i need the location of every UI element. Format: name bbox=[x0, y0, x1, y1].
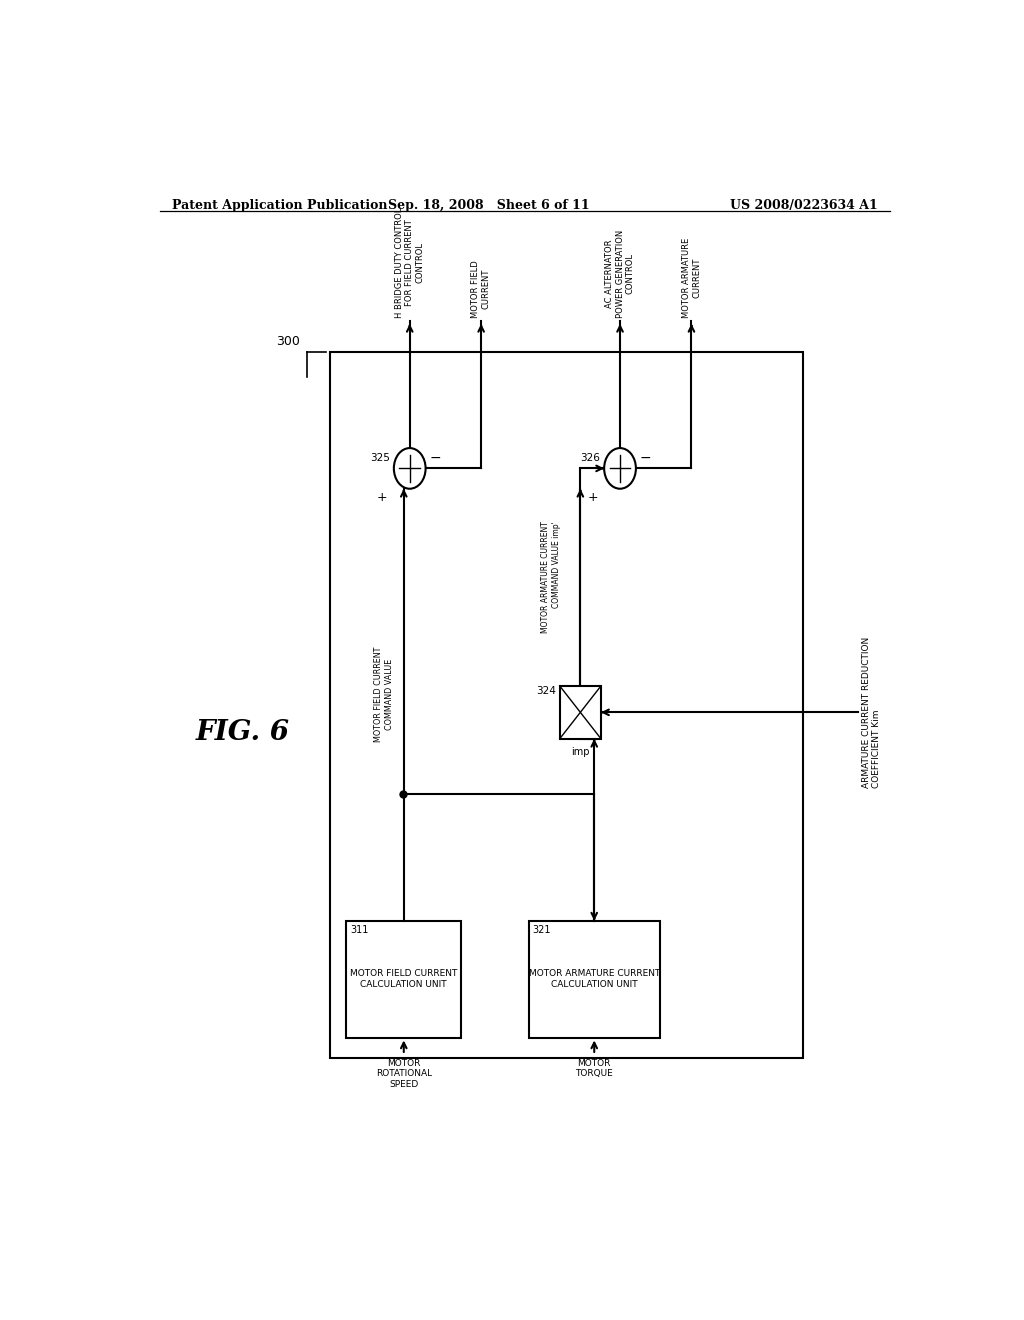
Text: 325: 325 bbox=[370, 453, 390, 463]
Circle shape bbox=[604, 447, 636, 488]
Text: ARMATURE CURRENT REDUCTION
COEFFICIENT Kim: ARMATURE CURRENT REDUCTION COEFFICIENT K… bbox=[862, 636, 882, 788]
Text: 321: 321 bbox=[532, 925, 551, 935]
Text: H BRIDGE DUTY CONTROL
FOR FIELD CURRENT
CONTROL: H BRIDGE DUTY CONTROL FOR FIELD CURRENT … bbox=[395, 207, 425, 318]
Text: MOTOR FIELD CURRENT
CALCULATION UNIT: MOTOR FIELD CURRENT CALCULATION UNIT bbox=[350, 969, 458, 989]
Text: MOTOR
ROTATIONAL
SPEED: MOTOR ROTATIONAL SPEED bbox=[376, 1059, 432, 1089]
Text: US 2008/0223634 A1: US 2008/0223634 A1 bbox=[730, 199, 878, 213]
Text: MOTOR ARMATURE CURRENT
CALCULATION UNIT: MOTOR ARMATURE CURRENT CALCULATION UNIT bbox=[528, 969, 659, 989]
Text: MOTOR
TORQUE: MOTOR TORQUE bbox=[575, 1059, 613, 1078]
Text: −: − bbox=[640, 451, 651, 465]
Text: imp: imp bbox=[571, 747, 590, 756]
Text: 324: 324 bbox=[536, 686, 556, 696]
Text: +: + bbox=[377, 491, 387, 504]
Bar bbox=[346, 921, 461, 1038]
Text: Sep. 18, 2008   Sheet 6 of 11: Sep. 18, 2008 Sheet 6 of 11 bbox=[388, 199, 590, 213]
Text: MOTOR ARMATURE CURRENT
COMMAND VALUE imp': MOTOR ARMATURE CURRENT COMMAND VALUE imp… bbox=[541, 521, 560, 634]
Text: 326: 326 bbox=[581, 453, 600, 463]
Text: +: + bbox=[587, 491, 598, 504]
Bar bbox=[560, 686, 601, 739]
Text: AC ALTERNATOR
POWER GENERATION
CONTROL: AC ALTERNATOR POWER GENERATION CONTROL bbox=[605, 230, 635, 318]
Bar bbox=[528, 921, 659, 1038]
Text: MOTOR ARMATURE
CURRENT: MOTOR ARMATURE CURRENT bbox=[682, 238, 701, 318]
Text: −: − bbox=[430, 451, 441, 465]
Text: 300: 300 bbox=[276, 335, 300, 348]
Circle shape bbox=[394, 447, 426, 488]
Text: MOTOR FIELD CURRENT
COMMAND VALUE: MOTOR FIELD CURRENT COMMAND VALUE bbox=[374, 647, 393, 742]
Text: 311: 311 bbox=[350, 925, 369, 935]
Text: MOTOR FIELD
CURRENT: MOTOR FIELD CURRENT bbox=[471, 260, 490, 318]
Text: FIG. 6: FIG. 6 bbox=[196, 719, 290, 746]
Text: Patent Application Publication: Patent Application Publication bbox=[172, 199, 387, 213]
Bar bbox=[331, 351, 803, 1057]
